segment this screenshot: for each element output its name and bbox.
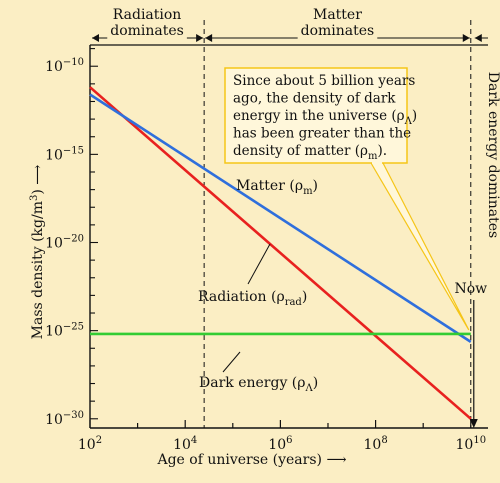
matter-region-label: Matter dominates	[301, 7, 375, 39]
annotation-line: energy in the universe (ρΛ)	[233, 108, 417, 127]
region-label-backing	[107, 6, 187, 40]
annotation-box	[224, 67, 408, 164]
y-tick-label: 10−10	[45, 57, 84, 75]
annotation-line: ago, the density of dark	[233, 91, 396, 107]
x-tick-label: 102	[78, 435, 102, 453]
y-tick-label: 10−15	[45, 145, 84, 163]
dark-energy-region-arrow-head	[474, 34, 482, 42]
matter-region-arrow-head-left	[205, 34, 213, 42]
matter-line	[89, 93, 472, 343]
y-tick-label: 10−25	[45, 322, 84, 340]
dark-energy-label-leader	[222, 351, 241, 373]
radiation-label-leader	[247, 243, 271, 285]
region-label-backing	[297, 6, 378, 40]
radiation-region-arrow-head-left	[92, 34, 99, 42]
y-tick-label: 10−30	[45, 410, 84, 428]
now-label: Now	[454, 281, 487, 297]
x-tick-label: 1010	[456, 435, 487, 453]
matter-label: Matter (ρm)	[236, 178, 318, 197]
radiation-region-label: Radiation dominates	[110, 7, 184, 39]
annotation-line: has been greater than the	[233, 126, 411, 142]
radiation-line	[89, 86, 472, 420]
y-axis-label: Mass density (kg/m3) ⟶	[29, 165, 46, 340]
x-axis-label: Age of universe (years) ⟶	[156, 452, 346, 468]
x-tick-label: 104	[173, 435, 197, 453]
annotation-line: density of matter (ρm).	[233, 143, 387, 162]
radiation-label: Radiation (ρrad)	[198, 289, 307, 308]
x-tick-label: 108	[363, 435, 387, 453]
annotation-pointer	[370, 162, 470, 331]
now-arrow-head	[469, 419, 478, 428]
y-tick-label: 10−20	[45, 234, 84, 252]
matter-region-arrow-head-right	[462, 34, 470, 42]
dark-energy-region-label: Dark energy dominates	[485, 72, 500, 238]
radiation-region-arrow-head-right	[196, 34, 204, 42]
dark-energy-label: Dark energy (ρΛ)	[199, 375, 318, 394]
x-tick-label: 106	[268, 435, 292, 453]
annotation-line: Since about 5 billion years	[233, 73, 415, 89]
